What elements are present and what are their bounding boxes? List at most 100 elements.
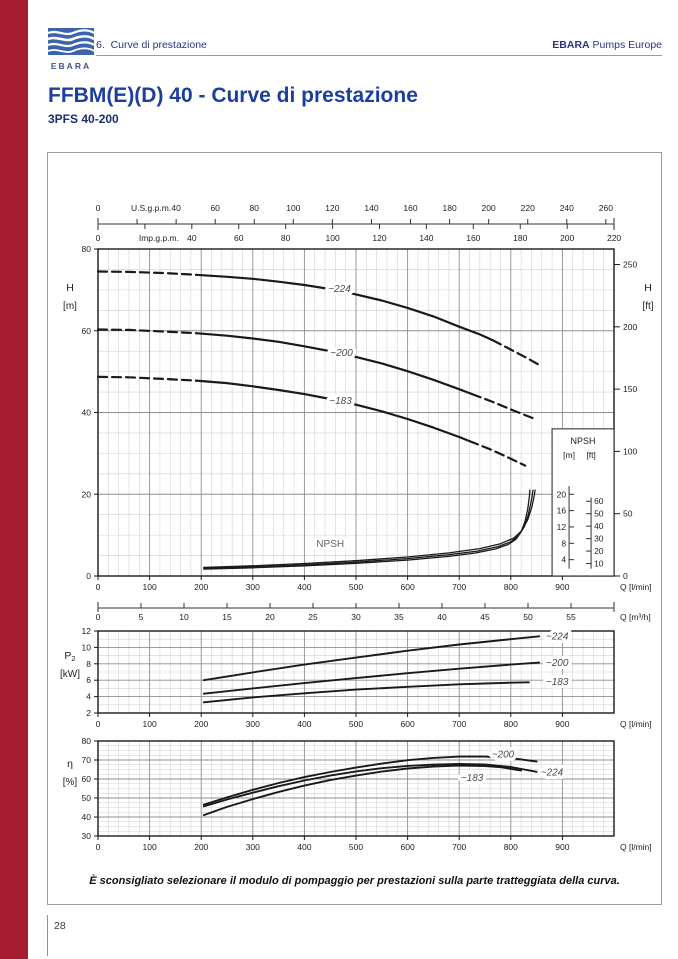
svg-text:40: 40 xyxy=(437,612,447,622)
svg-text:6: 6 xyxy=(86,675,91,685)
svg-text:NPSH: NPSH xyxy=(571,436,596,446)
svg-text:700: 700 xyxy=(452,842,466,852)
brand-text: EBARA Pumps Europe xyxy=(552,39,662,51)
svg-text:~200: ~200 xyxy=(546,658,569,669)
svg-text:900: 900 xyxy=(555,582,569,592)
svg-text:700: 700 xyxy=(452,582,466,592)
svg-text:100: 100 xyxy=(286,203,300,213)
svg-text:10: 10 xyxy=(82,642,92,652)
svg-text:[%]: [%] xyxy=(63,777,78,788)
svg-text:~183: ~183 xyxy=(461,773,484,784)
svg-text:70: 70 xyxy=(82,755,92,765)
svg-text:~200: ~200 xyxy=(330,348,353,359)
svg-text:50: 50 xyxy=(623,509,633,519)
svg-text:900: 900 xyxy=(555,842,569,852)
svg-text:0: 0 xyxy=(96,582,101,592)
svg-text:12: 12 xyxy=(557,522,567,532)
svg-text:60: 60 xyxy=(594,496,604,506)
svg-text:35: 35 xyxy=(394,612,404,622)
svg-text:140: 140 xyxy=(364,203,378,213)
svg-text:40: 40 xyxy=(82,408,92,418)
svg-text:NPSH: NPSH xyxy=(316,539,344,550)
svg-text:~183: ~183 xyxy=(329,396,352,407)
svg-text:40: 40 xyxy=(82,812,92,822)
svg-text:600: 600 xyxy=(401,719,415,729)
svg-text:200: 200 xyxy=(560,233,574,243)
svg-text:20: 20 xyxy=(594,546,604,556)
svg-text:[m]: [m] xyxy=(563,450,575,460)
svg-text:80: 80 xyxy=(82,736,92,746)
svg-text:150: 150 xyxy=(623,384,637,394)
svg-text:0: 0 xyxy=(96,842,101,852)
svg-text:8: 8 xyxy=(561,538,566,548)
svg-text:10: 10 xyxy=(594,559,604,569)
svg-text:80: 80 xyxy=(281,233,291,243)
svg-text:100: 100 xyxy=(143,842,157,852)
svg-text:60: 60 xyxy=(82,774,92,784)
svg-text:80: 80 xyxy=(82,244,92,254)
svg-text:30: 30 xyxy=(351,612,361,622)
svg-text:H: H xyxy=(66,282,74,294)
svg-text:40: 40 xyxy=(171,203,181,213)
svg-text:NPSH: NPSH xyxy=(316,539,344,550)
svg-text:100: 100 xyxy=(325,233,339,243)
svg-text:45: 45 xyxy=(480,612,490,622)
svg-text:50: 50 xyxy=(594,509,604,519)
svg-text:12: 12 xyxy=(82,626,92,636)
chart-container: 0 100 200 300 400 500 600 700 800 900 Q [l/min] 80 6… xyxy=(47,152,662,905)
svg-text:900: 900 xyxy=(555,719,569,729)
svg-text:~183: ~183 xyxy=(546,677,569,688)
svg-text:~183: ~183 xyxy=(546,677,569,688)
svg-text:~224: ~224 xyxy=(328,284,351,295)
svg-text:220: 220 xyxy=(607,233,621,243)
svg-text:~183: ~183 xyxy=(329,396,352,407)
svg-text:0: 0 xyxy=(96,233,101,243)
svg-text:0: 0 xyxy=(96,719,101,729)
svg-text:220: 220 xyxy=(521,203,535,213)
svg-text:800: 800 xyxy=(504,582,518,592)
breadcrumb: 6. Curve di prestazione xyxy=(96,39,207,51)
svg-text:800: 800 xyxy=(504,719,518,729)
svg-text:U.S.g.p.m.: U.S.g.p.m. xyxy=(131,203,171,213)
svg-text:60: 60 xyxy=(210,203,220,213)
svg-text:200: 200 xyxy=(194,719,208,729)
svg-text:~200: ~200 xyxy=(492,749,515,760)
svg-text:500: 500 xyxy=(349,842,363,852)
svg-text:180: 180 xyxy=(442,203,456,213)
svg-text:Q [l/min]: Q [l/min] xyxy=(620,842,652,852)
svg-text:120: 120 xyxy=(372,233,386,243)
ebara-logo: EBARA xyxy=(47,28,95,71)
svg-text:700: 700 xyxy=(452,719,466,729)
svg-text:~200: ~200 xyxy=(492,749,515,760)
svg-text:30: 30 xyxy=(594,534,604,544)
svg-text:~200: ~200 xyxy=(546,658,569,669)
hq-chart: 0 100 200 300 400 500 600 700 800 900 Q [l/min]806… xyxy=(63,203,654,622)
svg-text:160: 160 xyxy=(466,233,480,243)
svg-text:100: 100 xyxy=(143,719,157,729)
svg-text:260: 260 xyxy=(599,203,613,213)
svg-text:5: 5 xyxy=(139,612,144,622)
svg-text:2: 2 xyxy=(86,708,91,718)
svg-text:~224: ~224 xyxy=(546,631,569,642)
ebara-logo-icon xyxy=(47,28,95,55)
svg-text:50: 50 xyxy=(82,793,92,803)
svg-text:Q [l/min]: Q [l/min] xyxy=(620,719,652,729)
svg-text:400: 400 xyxy=(297,719,311,729)
svg-text:25: 25 xyxy=(308,612,318,622)
svg-text:180: 180 xyxy=(513,233,527,243)
svg-text:~224: ~224 xyxy=(541,768,564,779)
svg-text:Q [l/min]: Q [l/min] xyxy=(620,582,652,592)
svg-text:600: 600 xyxy=(401,842,415,852)
svg-text:60: 60 xyxy=(82,326,92,336)
svg-text:4: 4 xyxy=(561,555,566,565)
svg-text:30: 30 xyxy=(82,831,92,841)
svg-text:100: 100 xyxy=(623,446,637,456)
p2-chart: 0 100 200 300 400 500 600 700 800 900 Q [l/min] 12 1… xyxy=(60,626,652,729)
svg-text:40: 40 xyxy=(187,233,197,243)
page-title: FFBM(E)(D) 40 - Curve di prestazione xyxy=(48,84,418,107)
svg-text:160: 160 xyxy=(403,203,417,213)
svg-text:[kW]: [kW] xyxy=(60,669,80,680)
svg-text:240: 240 xyxy=(560,203,574,213)
svg-text:140: 140 xyxy=(419,233,433,243)
svg-text:800: 800 xyxy=(504,842,518,852)
